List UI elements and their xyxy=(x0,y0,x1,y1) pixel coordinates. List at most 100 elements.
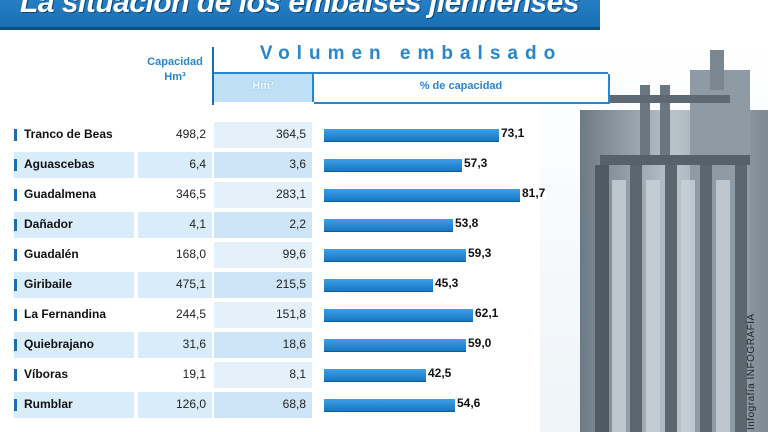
capacity-cell: 4,1 xyxy=(138,212,212,238)
bar xyxy=(324,219,453,232)
bar-track: 54,6 xyxy=(314,392,608,418)
capacity-cell: 168,0 xyxy=(138,242,212,268)
table-row: Aguascebas 6,4 3,6 57,3 xyxy=(0,152,600,178)
table-row: Guadalén 168,0 99,6 59,3 xyxy=(0,242,600,268)
capacity-value: 6,4 xyxy=(189,157,206,171)
volume-cell: 364,5 xyxy=(214,122,312,148)
tick-label: Víboras xyxy=(24,367,69,381)
reservoir-name-cell: La Fernandina xyxy=(14,302,134,328)
volume-value: 3,6 xyxy=(289,157,306,171)
table-row: Víboras 19,1 8,1 42,5 xyxy=(0,362,600,388)
data-label: 53,8 xyxy=(455,216,479,230)
data-label: 45,3 xyxy=(435,276,459,290)
reservoir-name-cell: Quiebrajano xyxy=(14,332,134,358)
reservoir-name-cell: Aguascebas xyxy=(14,152,134,178)
volume-value: 151,8 xyxy=(275,307,306,321)
volume-cell: 3,6 xyxy=(214,152,312,178)
data-label: 81,7 xyxy=(522,186,546,200)
row-marker xyxy=(14,219,17,231)
data-label: 59,0 xyxy=(468,336,492,350)
row-marker xyxy=(14,399,17,411)
tick-label: Aguascebas xyxy=(24,157,95,171)
bar-track: 73,1 xyxy=(314,122,608,148)
bar-track: 81,7 xyxy=(314,182,608,208)
capacity-value: 475,1 xyxy=(175,277,206,291)
bar-track: 45,3 xyxy=(314,272,608,298)
reservoir-name-cell: Rumblar xyxy=(14,392,134,418)
volume-value: 68,8 xyxy=(282,397,306,411)
chart-title: La situación de los embalses jiennenses xyxy=(20,0,580,19)
volume-value: 18,6 xyxy=(282,337,306,351)
bar xyxy=(324,339,466,352)
volume-unit-label: Hm³ xyxy=(252,80,274,92)
row-marker xyxy=(14,369,17,381)
capacity-cell: 475,1 xyxy=(138,272,212,298)
table-row: Tranco de Beas 498,2 364,5 73,1 xyxy=(0,122,600,148)
table-row: Giribaile 475,1 215,5 45,3 xyxy=(0,272,600,298)
table-row: Rumblar 126,0 68,8 54,6 xyxy=(0,392,600,418)
data-label: 62,1 xyxy=(475,306,499,320)
table-row: Dañador 4,1 2,2 53,8 xyxy=(0,212,600,238)
volume-cell: 68,8 xyxy=(214,392,312,418)
capacity-cell: 244,5 xyxy=(138,302,212,328)
volume-cell: 283,1 xyxy=(214,182,312,208)
reservoir-name-cell: Tranco de Beas xyxy=(14,122,134,148)
volume-value: 283,1 xyxy=(275,187,306,201)
reservoir-name-cell: Guadalmena xyxy=(14,182,134,208)
tick-label: Tranco de Beas xyxy=(24,127,113,141)
table-row: Guadalmena 346,5 283,1 81,7 xyxy=(0,182,600,208)
tick-label: Quiebrajano xyxy=(24,337,95,351)
row-marker xyxy=(14,279,17,291)
bar xyxy=(324,369,426,382)
volume-cell: 8,1 xyxy=(214,362,312,388)
data-label: 42,5 xyxy=(428,366,452,380)
bar xyxy=(324,309,473,322)
dam-illustration xyxy=(540,40,768,432)
capacity-header-label: Capacidad xyxy=(147,56,203,68)
bar-track: 53,8 xyxy=(314,212,608,238)
volume-cell: 18,6 xyxy=(214,332,312,358)
capacity-value: 346,5 xyxy=(175,187,206,201)
bar xyxy=(324,129,499,142)
volume-unit-header: Hm³ xyxy=(214,74,314,102)
bar-track: 42,5 xyxy=(314,362,608,388)
data-label: 73,1 xyxy=(501,126,525,140)
capacity-cell: 126,0 xyxy=(138,392,212,418)
percent-header-label: % de capacidad xyxy=(419,80,503,92)
row-marker xyxy=(14,249,17,261)
row-marker xyxy=(14,129,17,141)
bar xyxy=(324,249,466,262)
capacity-value: 244,5 xyxy=(175,307,206,321)
volume-cell: 99,6 xyxy=(214,242,312,268)
table-row: Quiebrajano 31,6 18,6 59,0 xyxy=(0,332,600,358)
data-label: 59,3 xyxy=(468,246,492,260)
row-marker xyxy=(14,309,17,321)
credit-text: Infografía INFOGRAFÍA xyxy=(746,313,757,430)
tick-label: Rumblar xyxy=(24,397,73,411)
capacity-cell: 31,6 xyxy=(138,332,212,358)
row-marker xyxy=(14,189,17,201)
data-label: 54,6 xyxy=(457,396,481,410)
volume-header-label: Volumen embalsado xyxy=(259,43,563,64)
bar-track: 59,3 xyxy=(314,242,608,268)
reservoir-name-cell: Víboras xyxy=(14,362,134,388)
capacity-header-unit: Hm³ xyxy=(164,71,186,83)
volume-header: Volumen embalsado xyxy=(214,40,608,74)
tick-label: Dañador xyxy=(24,217,73,231)
capacity-header: Capacidad Hm³ xyxy=(138,47,214,105)
tick-label: Guadalmena xyxy=(24,187,97,201)
reservoir-name-cell: Giribaile xyxy=(14,272,134,298)
capacity-cell: 19,1 xyxy=(138,362,212,388)
row-marker xyxy=(14,159,17,171)
volume-value: 2,2 xyxy=(289,217,306,231)
volume-cell: 215,5 xyxy=(214,272,312,298)
volume-value: 215,5 xyxy=(275,277,306,291)
title-banner: La situación de los embalses jiennenses xyxy=(0,0,600,30)
bar xyxy=(324,159,462,172)
row-marker xyxy=(14,339,17,351)
bar-track: 59,0 xyxy=(314,332,608,358)
capacity-value: 4,1 xyxy=(189,217,206,231)
capacity-value: 168,0 xyxy=(175,247,206,261)
data-label: 57,3 xyxy=(464,156,488,170)
bar-track: 62,1 xyxy=(314,302,608,328)
